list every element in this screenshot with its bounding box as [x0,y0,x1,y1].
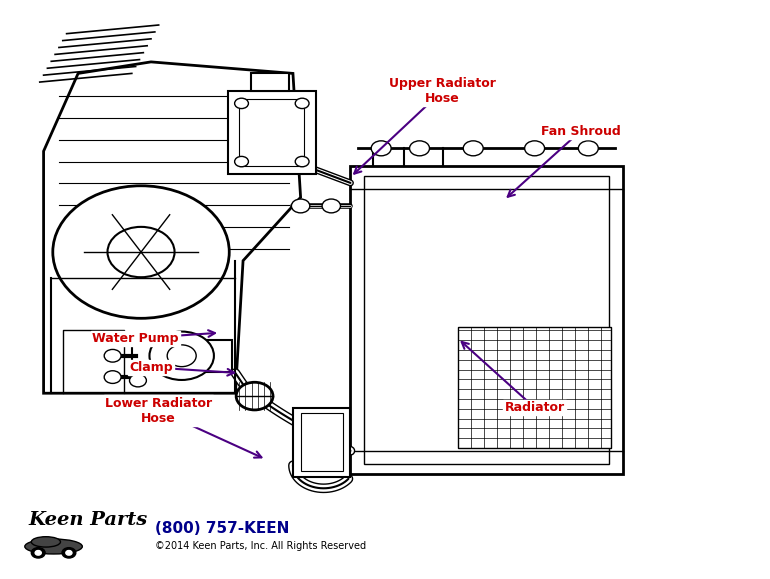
Circle shape [410,141,430,156]
Circle shape [235,98,249,109]
Circle shape [66,551,72,555]
Circle shape [295,98,309,109]
Ellipse shape [25,539,82,554]
Text: Keen Parts: Keen Parts [28,511,148,529]
Circle shape [53,186,229,318]
Polygon shape [44,62,300,393]
Text: (800) 757-KEEN: (800) 757-KEEN [155,521,290,536]
Bar [300,413,343,471]
Circle shape [62,548,75,558]
Circle shape [167,345,196,367]
Bar [293,408,350,477]
Bar [132,340,232,372]
Circle shape [464,141,484,156]
Bar [364,176,609,464]
Text: Clamp: Clamp [129,361,172,374]
Circle shape [236,382,273,410]
Circle shape [371,141,391,156]
Circle shape [524,141,544,156]
Bar [350,166,623,474]
Circle shape [129,374,146,387]
Bar [239,100,304,166]
Bar [251,74,289,91]
Circle shape [35,551,42,555]
Bar [228,91,316,174]
Text: Lower Radiator
Hose: Lower Radiator Hose [105,397,213,424]
Circle shape [149,332,214,380]
Circle shape [108,227,175,277]
Text: ©2014 Keen Parts, Inc. All Rights Reserved: ©2014 Keen Parts, Inc. All Rights Reserv… [155,541,366,551]
Text: Fan Shroud: Fan Shroud [541,124,621,138]
Circle shape [295,156,309,167]
Circle shape [291,199,310,213]
Bar [458,327,611,448]
Circle shape [32,548,45,558]
Text: Radiator: Radiator [504,401,564,414]
Circle shape [235,156,249,167]
Circle shape [322,199,340,213]
Text: Water Pump: Water Pump [92,332,179,345]
Circle shape [104,371,121,383]
Text: Upper Radiator
Hose: Upper Radiator Hose [389,76,496,105]
Ellipse shape [32,537,61,547]
Circle shape [578,141,598,156]
Circle shape [104,350,121,362]
